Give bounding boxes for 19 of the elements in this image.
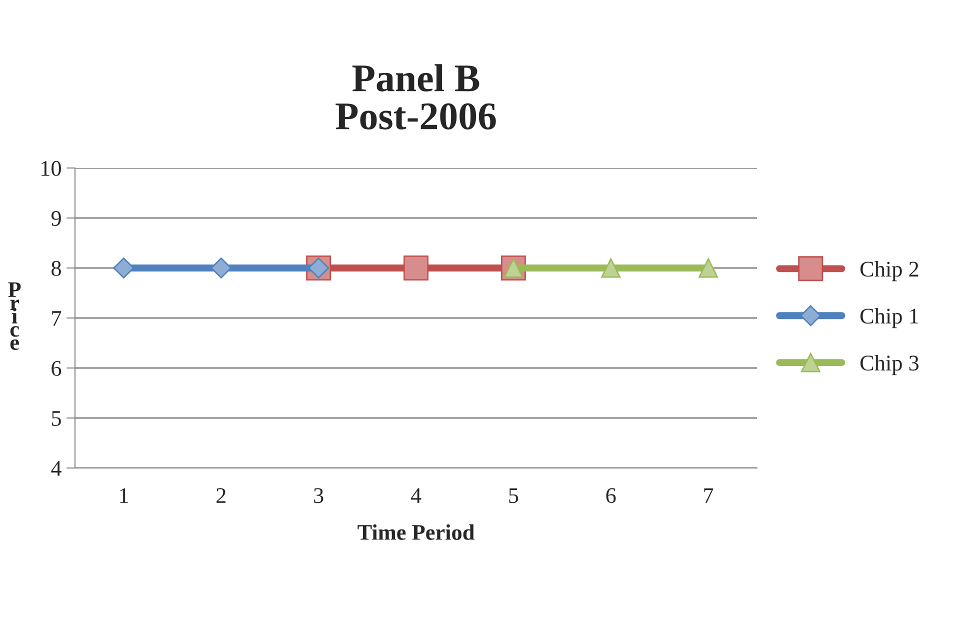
legend-label: Chip 2	[860, 261, 918, 282]
x-tick-label: 7	[704, 488, 714, 503]
legend-label: Chip 1	[860, 308, 918, 328]
y-tick-label: 9	[51, 210, 61, 226]
y-tick-label: 5	[52, 411, 61, 426]
x-tick-label: 1	[120, 488, 128, 503]
x-tick-label: 3	[314, 488, 324, 504]
y-tick-label: 6	[52, 360, 62, 376]
legend-label: Chip 3	[860, 354, 919, 376]
y-tick-label: 7	[52, 311, 62, 326]
chart-title: Panel B Post-2006	[336, 64, 496, 130]
x-tick-label: 4	[410, 488, 422, 503]
y-tick-label: 4	[51, 461, 62, 476]
y-tick-label: 8	[52, 260, 61, 276]
y-tick-label: 10	[42, 160, 61, 176]
x-tick-label: 6	[606, 488, 616, 504]
x-axis-title: Time Period	[358, 524, 474, 540]
x-tick-label: 5	[509, 488, 518, 504]
x-tick-label: 2	[216, 488, 226, 503]
